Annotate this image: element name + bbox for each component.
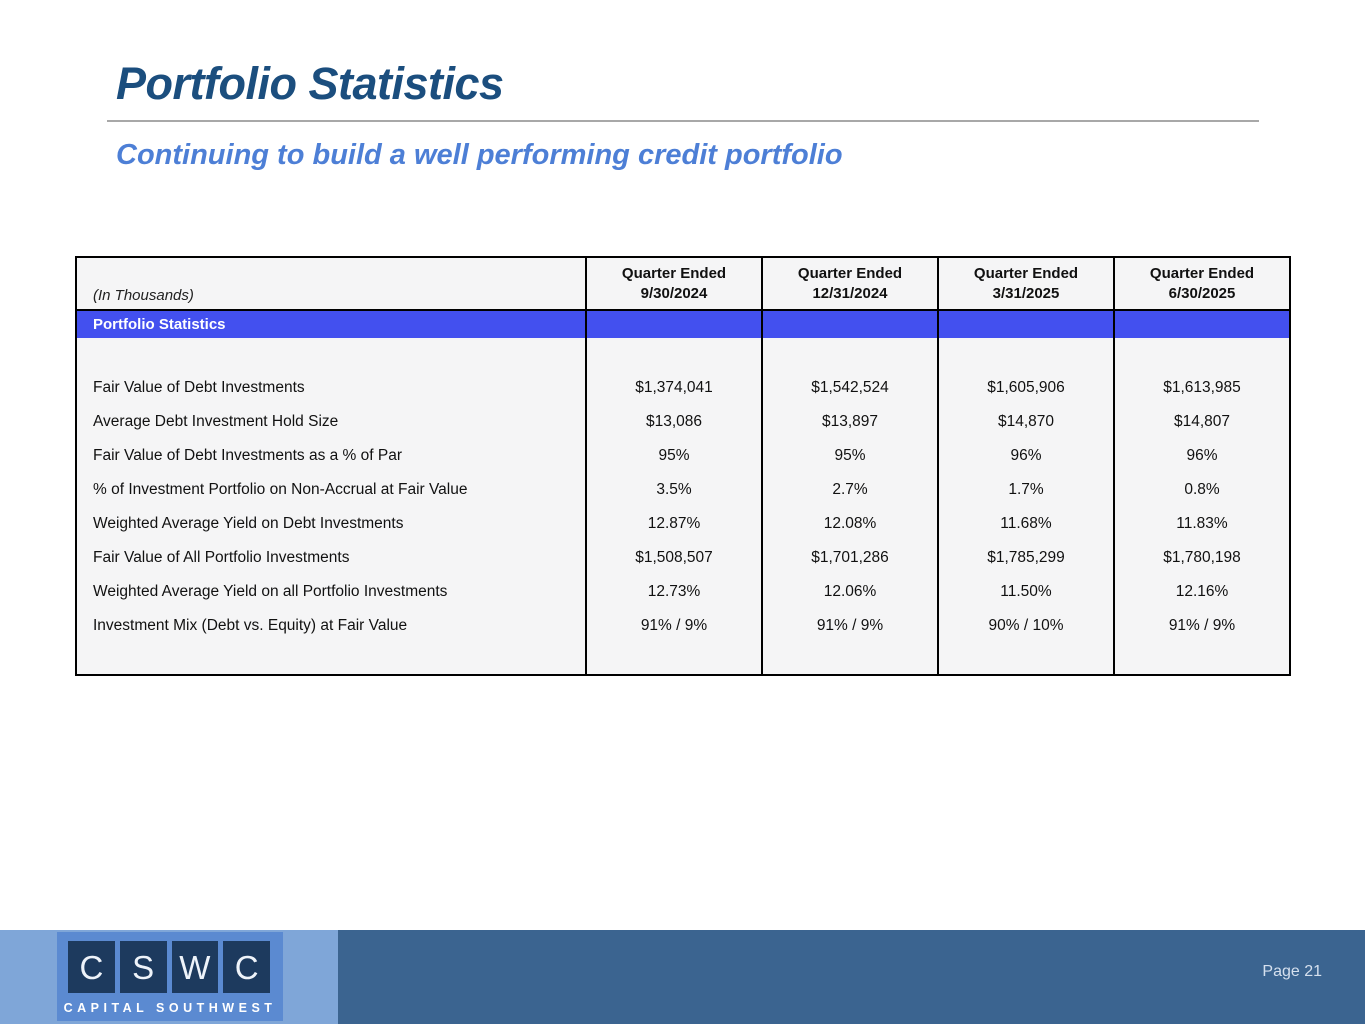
row-label: Average Debt Investment Hold Size bbox=[93, 413, 339, 430]
table-cell-value: 3.5% bbox=[656, 481, 692, 498]
table-cell-value: 1.7% bbox=[1008, 481, 1044, 498]
table-cell-value: $1,542,524 bbox=[811, 379, 889, 396]
value-column-1: $1,374,041 $13,086 95% 3.5% 12.87% $1,508,507… bbox=[585, 338, 761, 674]
unit-note-text: (In Thousands) bbox=[93, 287, 194, 304]
table-cell-value: $14,870 bbox=[997, 413, 1055, 430]
table-cell-value: $1,701,286 bbox=[811, 549, 889, 566]
table-cell-value: 96% bbox=[1186, 447, 1218, 464]
table-cell-value: 95% bbox=[834, 447, 866, 464]
column-header-line1: Quarter Ended bbox=[973, 265, 1079, 282]
column-header-line1: Quarter Ended bbox=[1149, 265, 1255, 282]
value-column-4: $1,613,985 $14,807 96% 0.8% 11.83% $1,780,198… bbox=[1113, 338, 1289, 674]
logo-caption: CAPITAL SOUTHWEST bbox=[63, 1001, 277, 1015]
column-header-line2: 6/30/2025 bbox=[1168, 284, 1236, 302]
table-section-band: Portfolio Statistics bbox=[77, 311, 1289, 338]
column-header-1: Quarter Ended 9/30/2024 bbox=[585, 258, 761, 309]
table-cell-value: 0.8% bbox=[1184, 481, 1220, 498]
table-cell-value: 96% bbox=[1010, 447, 1042, 464]
column-header-2: Quarter Ended 12/31/2024 bbox=[761, 258, 937, 309]
table-cell-value: $1,374,041 bbox=[635, 379, 713, 396]
row-label: Weighted Average Yield on all Portfolio … bbox=[93, 583, 448, 600]
table-cell-value: $13,897 bbox=[821, 413, 879, 430]
table-section-header: Portfolio Statistics bbox=[93, 316, 226, 333]
row-label: % of Investment Portfolio on Non-Accrual… bbox=[93, 481, 468, 498]
section-band-cell bbox=[937, 311, 1113, 338]
table-cell-value: 11.68% bbox=[1000, 515, 1052, 532]
page-subtitle: Continuing to build a well performing cr… bbox=[116, 139, 843, 171]
table-cell-value: $1,508,507 bbox=[635, 549, 713, 566]
footer-dark-band: Page 21 bbox=[338, 930, 1365, 1024]
row-label: Fair Value of All Portfolio Investments bbox=[93, 549, 350, 566]
value-column-2: $1,542,524 $13,897 95% 2.7% 12.08% $1,701,286… bbox=[761, 338, 937, 674]
portfolio-statistics-table: (In Thousands) Quarter Ended 9/30/2024 Qua… bbox=[75, 256, 1291, 676]
section-band-cell bbox=[761, 311, 937, 338]
table-cell-value: 12.87% bbox=[647, 515, 701, 532]
logo-letter-square: W bbox=[171, 941, 219, 993]
table-cell-value: $1,780,198 bbox=[1163, 549, 1241, 566]
table-cell-value: 91% / 9% bbox=[816, 617, 884, 634]
table-cell-value: $1,613,985 bbox=[1163, 379, 1241, 396]
table-header-row: (In Thousands) Quarter Ended 9/30/2024 Qua… bbox=[77, 258, 1289, 311]
table-cell-value: 12.16% bbox=[1175, 583, 1229, 600]
row-label: Investment Mix (Debt vs. Equity) at Fair… bbox=[93, 617, 408, 634]
table-cell-value: 91% / 9% bbox=[640, 617, 708, 634]
logo-letter-square: C bbox=[223, 941, 270, 993]
column-header-line2: 9/30/2024 bbox=[640, 284, 708, 302]
table-cell-value: 90% / 10% bbox=[988, 617, 1064, 634]
section-band-cell bbox=[1113, 311, 1289, 338]
row-label-column: Fair Value of Debt Investments Average De… bbox=[77, 338, 585, 674]
logo-letter-square: C bbox=[68, 941, 115, 993]
page-number: Page 21 bbox=[1262, 963, 1322, 980]
table-cell-value: 2.7% bbox=[832, 481, 868, 498]
column-header-line2: 3/31/2025 bbox=[992, 284, 1060, 302]
table-body: Fair Value of Debt Investments Average De… bbox=[77, 338, 1289, 674]
table-cell-value: 12.73% bbox=[647, 583, 701, 600]
table-cell-value: 12.06% bbox=[823, 583, 877, 600]
page-title: Portfolio Statistics bbox=[116, 58, 504, 109]
table-cell-value: $1,605,906 bbox=[987, 379, 1065, 396]
section-band-cell bbox=[585, 311, 761, 338]
title-divider bbox=[107, 120, 1259, 122]
table-cell-value: 95% bbox=[658, 447, 690, 464]
column-header-line1: Quarter Ended bbox=[797, 265, 903, 282]
table-cell-value: 12.08% bbox=[823, 515, 877, 532]
table-unit-note: (In Thousands) bbox=[77, 258, 585, 309]
column-header-4: Quarter Ended 6/30/2025 bbox=[1113, 258, 1289, 309]
row-label: Fair Value of Debt Investments bbox=[93, 379, 305, 396]
logo-letter-square: S bbox=[119, 941, 167, 993]
column-header-3: Quarter Ended 3/31/2025 bbox=[937, 258, 1113, 309]
table-cell-value: 91% / 9% bbox=[1168, 617, 1236, 634]
table-cell-value: $1,785,299 bbox=[987, 549, 1065, 566]
row-label: Fair Value of Debt Investments as a % of… bbox=[93, 447, 402, 464]
row-label: Weighted Average Yield on Debt Investmen… bbox=[93, 515, 404, 532]
value-column-3: $1,605,906 $14,870 96% 1.7% 11.68% $1,785,299… bbox=[937, 338, 1113, 674]
column-header-line2: 12/31/2024 bbox=[812, 284, 888, 302]
table-cell-value: $14,807 bbox=[1173, 413, 1231, 430]
table-cell-value: $13,086 bbox=[645, 413, 703, 430]
column-header-line1: Quarter Ended bbox=[621, 265, 727, 282]
table-cell-value: 11.50% bbox=[1000, 583, 1052, 600]
table-cell-value: 11.83% bbox=[1176, 515, 1228, 532]
